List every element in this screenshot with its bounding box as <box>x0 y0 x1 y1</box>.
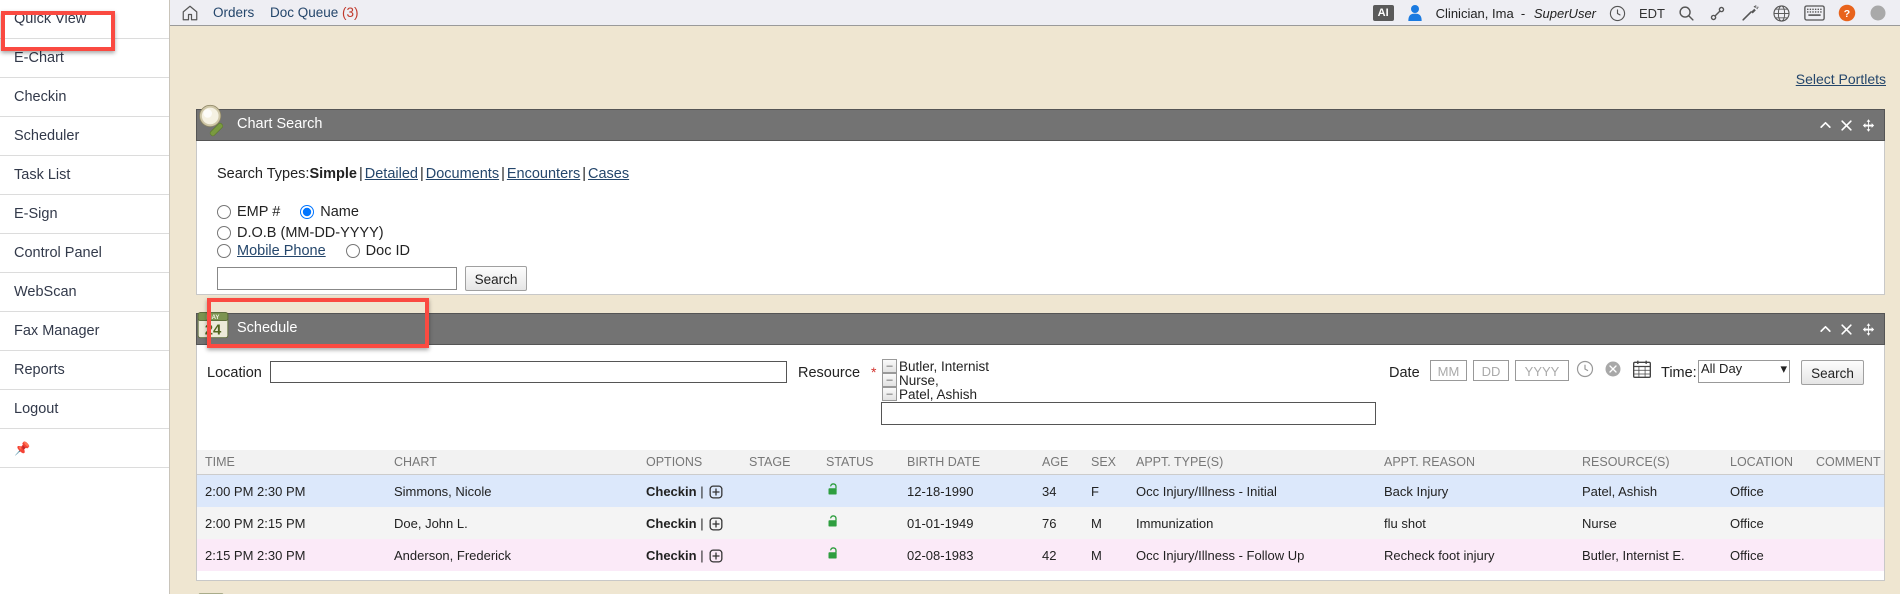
svg-text:MAY: MAY <box>207 315 220 321</box>
svg-text:?: ? <box>1844 8 1850 20</box>
svg-text:24: 24 <box>205 322 222 338</box>
